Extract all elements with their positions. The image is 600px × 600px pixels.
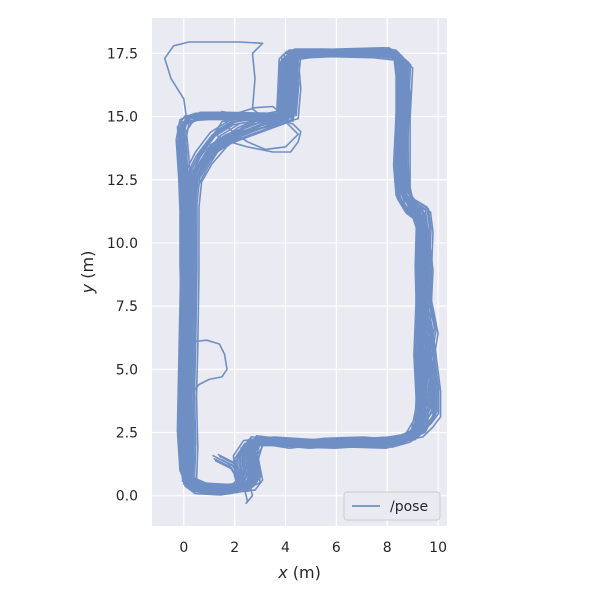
x-axis-label: x (m): [277, 563, 321, 582]
y-tick-label: 0.0: [116, 489, 138, 505]
x-tick-label: 4: [281, 540, 290, 556]
y-tick-label: 12.5: [107, 173, 138, 189]
series-line-lap: [213, 114, 302, 153]
series-line-lap: [184, 48, 424, 486]
y-tick-label: 7.5: [116, 299, 138, 315]
x-tick-label: 10: [429, 540, 447, 556]
y-axis-label: y (m): [78, 251, 97, 295]
y-tick-label: 5.0: [116, 362, 138, 378]
y-tick-label: 10.0: [107, 236, 138, 252]
series-line-excursion: [163, 41, 264, 118]
series-line-lap: [181, 54, 422, 492]
series-line-excursion: [183, 339, 228, 391]
series-line-lap: [179, 49, 419, 487]
x-tick-label: 0: [179, 540, 188, 556]
legend-label-pose: /pose: [390, 499, 428, 515]
x-tick-label: 8: [383, 540, 392, 556]
series-line-lap: [186, 50, 426, 488]
series-line-excursion: [241, 479, 254, 505]
x-tick-label: 6: [332, 540, 341, 556]
y-tick-labels: 0.0 2.5 5.0 7.5 10.0 12.5 15.0 17.5: [107, 46, 138, 504]
y-tick-label: 17.5: [107, 46, 138, 62]
x-tick-labels: 0 2 4 6 8 10: [179, 540, 447, 556]
y-tick-label: 15.0: [107, 110, 138, 126]
plot-area: [163, 41, 442, 505]
legend: /pose: [343, 491, 441, 521]
legend-frame: [343, 491, 441, 521]
x-tick-label: 2: [230, 540, 239, 556]
series-pose: [163, 41, 442, 505]
series-line-excursion: [221, 105, 299, 151]
y-tick-label: 2.5: [116, 425, 138, 441]
